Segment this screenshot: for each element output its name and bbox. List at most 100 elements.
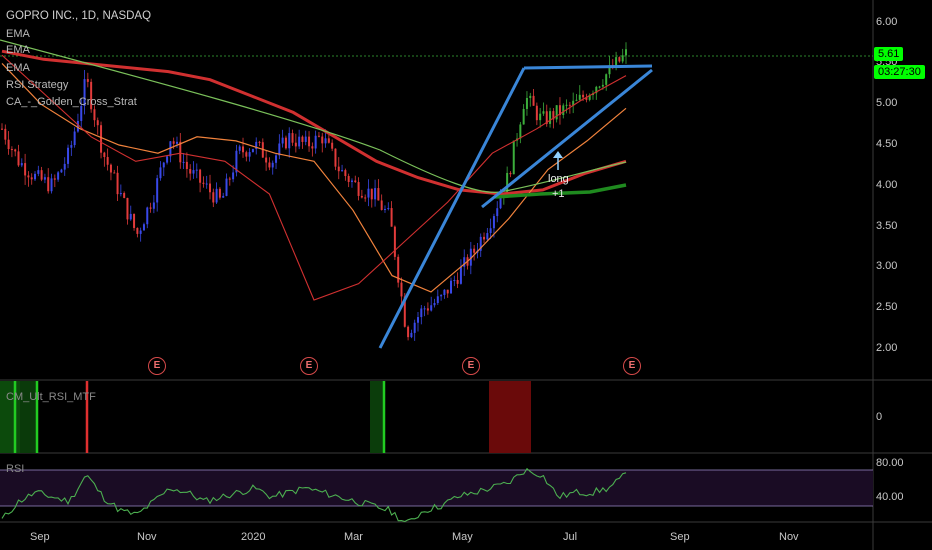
candle-body bbox=[443, 289, 446, 296]
candle-body bbox=[370, 188, 373, 200]
candle-body bbox=[86, 79, 89, 82]
candle-body bbox=[545, 111, 548, 124]
y-axis-tick: 5.00 bbox=[876, 97, 898, 110]
indicator-golden-cross[interactable]: CA_-_Golden_Cross_Strat bbox=[6, 96, 137, 108]
ema-line bbox=[0, 39, 627, 193]
candle-body bbox=[327, 138, 330, 143]
candle-body bbox=[621, 55, 624, 62]
candle-body bbox=[30, 177, 33, 180]
candle-body bbox=[123, 193, 126, 198]
candle-body bbox=[53, 178, 56, 180]
ult-rsi-band bbox=[489, 381, 531, 453]
x-axis-tick: May bbox=[452, 531, 473, 543]
candle-body bbox=[364, 197, 367, 199]
indicator-ema-3[interactable]: EMA bbox=[6, 62, 30, 74]
candle-body bbox=[119, 193, 122, 195]
candle-body bbox=[450, 280, 453, 294]
candle-body bbox=[232, 172, 235, 180]
ema-line bbox=[1, 62, 627, 293]
candle-body bbox=[27, 175, 30, 178]
candle-body bbox=[301, 136, 304, 142]
candle-body bbox=[1, 128, 3, 130]
trendlines-group bbox=[378, 64, 653, 349]
earnings-badge[interactable]: E bbox=[148, 357, 166, 375]
candle-body bbox=[595, 86, 598, 94]
candle-body bbox=[436, 296, 439, 303]
candle-body bbox=[314, 135, 317, 149]
candle-body bbox=[522, 108, 525, 125]
candle-body bbox=[40, 170, 43, 180]
earnings-badge[interactable]: E bbox=[300, 357, 318, 375]
x-axis-tick: Sep bbox=[670, 531, 690, 543]
candle-body bbox=[109, 164, 112, 173]
candle-body bbox=[136, 227, 139, 234]
candle-body bbox=[483, 236, 486, 240]
candle-body bbox=[588, 95, 591, 100]
ema-line bbox=[1, 49, 627, 196]
indicator-rsi-strategy[interactable]: RSI Strategy bbox=[6, 79, 69, 91]
candle-body bbox=[605, 74, 608, 85]
candle-body bbox=[344, 170, 347, 177]
candle-body bbox=[433, 302, 436, 306]
candle-body bbox=[417, 317, 419, 323]
candle-body bbox=[43, 177, 46, 180]
trendline bbox=[378, 67, 526, 349]
ult-rsi-band bbox=[20, 381, 38, 453]
candle-body bbox=[14, 149, 17, 152]
candle-body bbox=[383, 208, 386, 210]
candle-body bbox=[209, 183, 211, 193]
candle-body bbox=[50, 178, 53, 192]
ema-line bbox=[1, 54, 627, 301]
candle-body bbox=[235, 150, 238, 173]
candle-body bbox=[509, 172, 512, 175]
candle-body bbox=[585, 97, 588, 100]
candles-group bbox=[1, 42, 627, 341]
candle-body bbox=[205, 183, 208, 185]
candle-body bbox=[390, 208, 393, 227]
candle-body bbox=[575, 99, 578, 101]
candle-body bbox=[552, 111, 555, 120]
candle-body bbox=[255, 141, 258, 150]
candle-body bbox=[354, 180, 357, 183]
candle-body bbox=[625, 49, 627, 56]
candle-body bbox=[192, 170, 195, 174]
candle-body bbox=[304, 136, 307, 142]
indicator-ema-2[interactable]: EMA bbox=[6, 44, 30, 56]
candle-body bbox=[156, 178, 159, 203]
candle-body bbox=[126, 197, 129, 220]
candle-body bbox=[492, 216, 495, 229]
candle-body bbox=[100, 125, 103, 153]
rsi-tick-40: 40.00 bbox=[876, 491, 904, 503]
candle-body bbox=[258, 141, 261, 143]
candle-body bbox=[486, 233, 489, 240]
indicator-ema-1[interactable]: EMA bbox=[6, 28, 30, 40]
y-axis-tick: 4.00 bbox=[876, 178, 898, 191]
pane-name-ult-rsi[interactable]: CM_Ult_RSI_MTF bbox=[6, 391, 96, 403]
candle-body bbox=[93, 109, 96, 121]
candle-body bbox=[106, 157, 109, 165]
candle-body bbox=[367, 188, 370, 198]
countdown-tag: 03:27:30 bbox=[874, 65, 925, 79]
earnings-badge[interactable]: E bbox=[462, 357, 480, 375]
candle-body bbox=[519, 124, 522, 139]
candle-body bbox=[139, 230, 142, 234]
candle-body bbox=[199, 169, 202, 183]
candle-body bbox=[558, 105, 561, 115]
candle-body bbox=[76, 120, 79, 132]
candle-body bbox=[218, 188, 221, 198]
candle-body bbox=[288, 133, 291, 149]
candle-body bbox=[248, 152, 251, 157]
candle-body bbox=[334, 148, 337, 167]
candle-body bbox=[397, 256, 400, 283]
earnings-badge[interactable]: E bbox=[623, 357, 641, 375]
pane-name-rsi[interactable]: RSI bbox=[6, 463, 25, 475]
trendline bbox=[523, 64, 653, 70]
rsi-band bbox=[0, 470, 873, 506]
candle-body bbox=[499, 197, 502, 209]
candle-body bbox=[350, 180, 353, 182]
chart-title: GOPRO INC., 1D, NASDAQ bbox=[6, 10, 152, 22]
candle-body bbox=[311, 146, 314, 149]
candle-body bbox=[242, 146, 245, 153]
candle-body bbox=[172, 141, 175, 144]
